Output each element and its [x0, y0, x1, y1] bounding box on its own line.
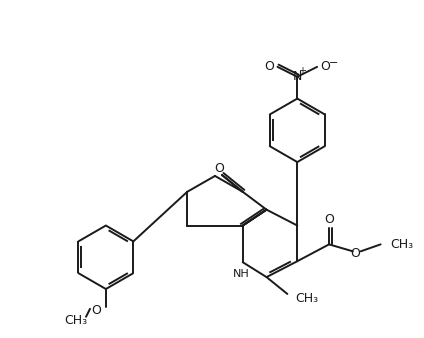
Text: O: O — [324, 213, 334, 226]
Text: O: O — [214, 162, 224, 174]
Text: −: − — [329, 58, 339, 68]
Text: CH₃: CH₃ — [295, 292, 318, 306]
Text: O: O — [350, 247, 360, 260]
Text: O: O — [320, 61, 330, 73]
Text: CH₃: CH₃ — [64, 314, 88, 327]
Text: O: O — [91, 304, 101, 317]
Text: NH: NH — [232, 269, 249, 279]
Text: +: + — [298, 66, 306, 76]
Text: CH₃: CH₃ — [391, 238, 414, 251]
Text: O: O — [265, 61, 274, 73]
Text: N: N — [293, 70, 302, 83]
